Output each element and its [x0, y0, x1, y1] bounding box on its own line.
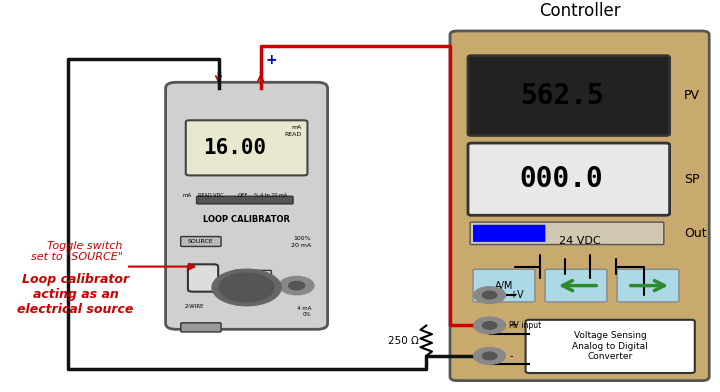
- Circle shape: [474, 348, 505, 364]
- Text: 0%: 0%: [302, 312, 311, 317]
- Text: ADJUST: ADJUST: [241, 272, 264, 278]
- FancyBboxPatch shape: [473, 225, 545, 242]
- Text: Out: Out: [684, 227, 706, 240]
- Text: Toggle switch
set to "SOURCE": Toggle switch set to "SOURCE": [30, 241, 122, 262]
- Text: Loop calibrator
acting as an
electrical source: Loop calibrator acting as an electrical …: [17, 273, 134, 316]
- FancyBboxPatch shape: [181, 323, 221, 332]
- Text: +: +: [509, 321, 517, 330]
- Text: 100%: 100%: [294, 236, 311, 241]
- Text: SOURCE: SOURCE: [188, 239, 214, 244]
- Text: Voltage Sensing
Analog to Digital
Converter: Voltage Sensing Analog to Digital Conver…: [572, 332, 648, 361]
- Circle shape: [220, 273, 274, 302]
- FancyBboxPatch shape: [197, 196, 293, 204]
- Text: 4 mA: 4 mA: [297, 306, 311, 311]
- FancyBboxPatch shape: [526, 320, 695, 373]
- Text: PV input: PV input: [509, 321, 541, 330]
- FancyBboxPatch shape: [181, 236, 221, 247]
- Text: 250 Ω: 250 Ω: [388, 336, 419, 346]
- FancyBboxPatch shape: [545, 269, 607, 302]
- FancyBboxPatch shape: [468, 143, 670, 215]
- Text: +: +: [266, 53, 277, 67]
- FancyBboxPatch shape: [234, 270, 271, 279]
- Text: 20 mA: 20 mA: [291, 243, 311, 248]
- Text: PV: PV: [684, 89, 700, 102]
- FancyBboxPatch shape: [617, 269, 679, 302]
- Text: READ VDC: READ VDC: [198, 193, 224, 198]
- Text: mA: mA: [182, 193, 192, 198]
- Text: Controller: Controller: [539, 2, 621, 20]
- Text: SP: SP: [684, 173, 700, 186]
- Text: 24 VDC: 24 VDC: [559, 236, 600, 246]
- FancyBboxPatch shape: [166, 82, 328, 329]
- Text: -: -: [205, 53, 210, 67]
- Text: 16.00: 16.00: [204, 138, 266, 158]
- FancyBboxPatch shape: [473, 269, 535, 302]
- Circle shape: [212, 269, 282, 306]
- Circle shape: [482, 291, 497, 299]
- FancyBboxPatch shape: [186, 120, 307, 175]
- Circle shape: [482, 352, 497, 360]
- Text: READ: READ: [218, 276, 235, 281]
- FancyBboxPatch shape: [450, 31, 709, 381]
- Text: 000.0: 000.0: [520, 165, 603, 193]
- Circle shape: [474, 317, 505, 334]
- Text: READ: READ: [284, 132, 302, 137]
- FancyBboxPatch shape: [468, 56, 670, 136]
- Text: mA: mA: [292, 125, 302, 130]
- Circle shape: [289, 281, 305, 290]
- Text: +V: +V: [509, 290, 523, 300]
- Text: % 4 to 20 mA: % 4 to 20 mA: [254, 193, 287, 198]
- Circle shape: [474, 287, 505, 303]
- FancyBboxPatch shape: [470, 222, 664, 245]
- Circle shape: [482, 322, 497, 329]
- Text: -: -: [509, 351, 513, 361]
- FancyBboxPatch shape: [188, 264, 218, 292]
- Text: 562.5: 562.5: [520, 82, 603, 110]
- Text: LOOP CALIBRATOR: LOOP CALIBRATOR: [203, 214, 290, 223]
- Text: OFF: OFF: [238, 193, 248, 198]
- Circle shape: [279, 276, 314, 295]
- Text: 2-WIRE: 2-WIRE: [185, 304, 204, 309]
- Text: A/M: A/M: [495, 281, 513, 290]
